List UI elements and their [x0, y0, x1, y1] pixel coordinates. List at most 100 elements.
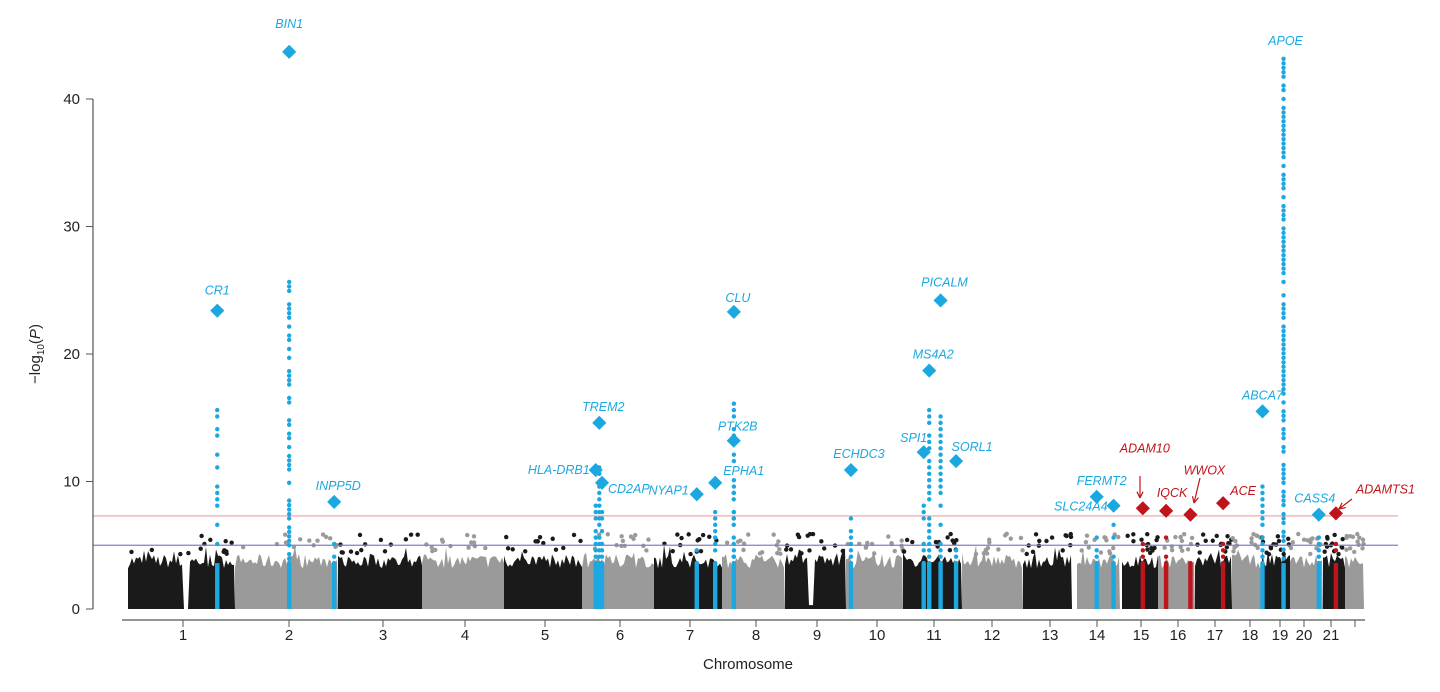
locus-column-base: [215, 563, 220, 609]
snp-point: [599, 509, 605, 515]
x-tick-label: 18: [1242, 627, 1259, 644]
locus-column-base: [927, 563, 932, 609]
locus-column-base: [731, 563, 737, 609]
chromosome-silhouette: [1232, 549, 1262, 609]
snp-point: [1116, 534, 1121, 540]
snp-point: [1179, 538, 1185, 544]
snp-point: [1188, 560, 1193, 566]
lead-snp-abca7: ABCA7: [1241, 388, 1284, 419]
snp-point: [1185, 547, 1191, 552]
snp-point: [286, 498, 292, 503]
snp-point: [1281, 96, 1286, 102]
x-tick-label: 6: [616, 627, 624, 644]
snp-point: [1281, 342, 1286, 347]
snp-point: [938, 541, 943, 547]
snp-point: [597, 490, 602, 496]
snp-point: [533, 539, 538, 544]
snp-point: [1044, 538, 1049, 544]
snp-point: [1350, 534, 1356, 540]
snp-point: [1281, 391, 1286, 396]
snp-point: [700, 532, 706, 538]
snp-point: [927, 529, 932, 534]
snp-point: [1281, 351, 1286, 356]
snp-point: [1197, 550, 1202, 555]
snp-point: [215, 433, 220, 438]
snp-point: [784, 547, 789, 552]
lead-snp-picalm: PICALM: [921, 275, 968, 308]
snp-point: [362, 542, 368, 547]
locus-sorl1: [953, 548, 959, 609]
chromosome-3-points: [338, 532, 422, 609]
snp-point: [1084, 533, 1090, 538]
snp-point: [357, 532, 363, 538]
locus-slc24a4: [1111, 522, 1116, 609]
snp-point: [1281, 462, 1286, 468]
snp-point: [359, 547, 364, 553]
snp-point: [1301, 537, 1307, 542]
locus-abca7: [1260, 484, 1265, 609]
snp-point: [1316, 548, 1322, 553]
snp-point: [1281, 136, 1286, 142]
snp-point: [1260, 484, 1265, 489]
snp-point: [286, 306, 292, 311]
snp-point: [1008, 536, 1013, 541]
snp-point: [776, 539, 781, 544]
gene-label: ECHDC3: [833, 447, 884, 461]
snp-point: [1173, 534, 1178, 540]
snp-point: [1281, 186, 1286, 191]
lead-snp-ms4a2: MS4A2: [913, 348, 954, 378]
arrow-icon: [1193, 477, 1201, 504]
snp-point: [483, 545, 488, 551]
snp-point: [927, 433, 932, 438]
snp-point: [1281, 261, 1286, 267]
snp-point: [593, 503, 598, 508]
snp-point: [1260, 497, 1265, 502]
snp-point: [339, 550, 344, 555]
snp-point: [1140, 560, 1146, 566]
snp-point: [593, 535, 598, 540]
x-tick-label: 16: [1170, 627, 1187, 644]
snp-point: [731, 554, 737, 559]
locus-column-base: [286, 563, 292, 609]
snp-point: [1163, 535, 1169, 540]
snp-point: [731, 541, 736, 547]
snp-point: [348, 549, 354, 554]
snp-point: [622, 543, 627, 549]
snp-point: [199, 533, 204, 539]
snp-point: [578, 538, 583, 544]
chromosome-8-points: [722, 532, 785, 609]
gene-label: SPI1: [900, 431, 927, 445]
chromosome-silhouette: [1345, 555, 1364, 609]
snp-point: [819, 539, 824, 544]
lead-snp-ace: ACE: [1216, 484, 1257, 511]
snp-point: [938, 446, 943, 451]
snp-point: [504, 534, 509, 540]
locus-column-base: [593, 563, 598, 609]
locus-cd2ap: [599, 509, 605, 609]
snp-point: [1139, 537, 1144, 542]
chromosome-silhouette: [1122, 555, 1158, 609]
snp-point: [286, 462, 292, 468]
snp-point: [1225, 534, 1230, 539]
locus-column-base: [694, 563, 699, 609]
chromosome-13-points: [1023, 531, 1074, 609]
snp-point: [208, 537, 213, 543]
lead-snp-iqck: IQCK: [1157, 486, 1188, 518]
snp-point: [952, 541, 957, 546]
snp-point: [1281, 382, 1286, 387]
snp-point: [1281, 119, 1286, 124]
chromosome-22-points: [1344, 531, 1366, 609]
arrow-icon: [1338, 498, 1353, 510]
snp-point: [1281, 480, 1286, 485]
snp-point: [938, 420, 943, 426]
snp-point: [283, 540, 289, 545]
snp-point: [927, 516, 932, 521]
diamond-marker: [708, 475, 723, 490]
chromosome-5-points: [504, 532, 583, 609]
snp-point: [1281, 65, 1286, 70]
snp-point: [1281, 110, 1286, 115]
snp-point: [593, 541, 598, 547]
snp-point: [1260, 516, 1265, 521]
snp-point: [1281, 418, 1286, 423]
snp-point: [291, 544, 297, 550]
